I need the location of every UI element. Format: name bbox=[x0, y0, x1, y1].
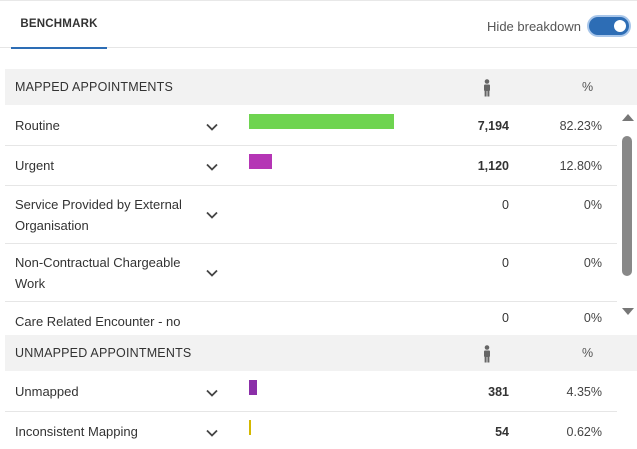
scroll-down-arrow-icon[interactable] bbox=[622, 308, 634, 315]
list-item[interactable]: Care Related Encounter - no 0 0% bbox=[5, 302, 617, 335]
top-bar: BENCHMARK Hide breakdown bbox=[0, 0, 637, 49]
list-item[interactable]: Unmapped 381 4.35% bbox=[5, 372, 617, 412]
appointment-percent: 0% bbox=[583, 256, 602, 270]
appointment-count: 381 bbox=[488, 385, 509, 399]
scrollbar[interactable] bbox=[620, 114, 634, 320]
appointment-count: 0 bbox=[502, 198, 509, 212]
hide-breakdown-control[interactable]: Hide breakdown bbox=[487, 15, 631, 37]
chevron-down-icon[interactable] bbox=[205, 266, 219, 280]
appointment-count: 0 bbox=[502, 311, 509, 325]
person-icon bbox=[484, 345, 490, 363]
appointment-count: 7,194 bbox=[477, 119, 509, 133]
chevron-down-icon[interactable] bbox=[205, 160, 219, 174]
distribution-bar bbox=[249, 420, 251, 435]
list-item[interactable]: Inconsistent Mapping 54 0.62% bbox=[5, 412, 617, 449]
appointment-percent: 0.62% bbox=[566, 425, 602, 439]
mapped-section-header: MAPPED APPOINTMENTS % bbox=[5, 69, 637, 105]
mapped-section-title: MAPPED APPOINTMENTS bbox=[15, 80, 173, 94]
chevron-down-icon[interactable] bbox=[205, 386, 219, 400]
hide-breakdown-label: Hide breakdown bbox=[487, 18, 581, 34]
unmapped-section-header: UNMAPPED APPOINTMENTS % bbox=[5, 335, 637, 371]
appointment-count: 54 bbox=[495, 425, 509, 439]
row-label: Urgent bbox=[15, 158, 55, 173]
appointment-count: 0 bbox=[502, 256, 509, 270]
chevron-down-icon[interactable] bbox=[205, 426, 219, 440]
appointment-percent: 4.35% bbox=[566, 385, 602, 399]
scroll-up-arrow-icon[interactable] bbox=[622, 114, 634, 121]
row-label: Care Related Encounter - no bbox=[15, 314, 181, 329]
row-label: Inconsistent Mapping bbox=[15, 424, 138, 439]
hide-breakdown-toggle[interactable] bbox=[587, 15, 631, 37]
scrollbar-thumb[interactable] bbox=[622, 136, 632, 276]
distribution-bar bbox=[249, 114, 394, 129]
list-item[interactable]: Urgent 1,120 12.80% bbox=[5, 146, 617, 186]
person-icon bbox=[484, 79, 490, 97]
tab-benchmark[interactable]: BENCHMARK bbox=[11, 1, 107, 49]
row-label: Non-Contractual Chargeable Work bbox=[15, 255, 181, 291]
distribution-bar bbox=[249, 380, 257, 395]
list-item[interactable]: Service Provided by External Organisatio… bbox=[5, 186, 617, 244]
row-label: Unmapped bbox=[15, 384, 79, 399]
appointment-count: 1,120 bbox=[477, 159, 509, 173]
appointment-percent: 0% bbox=[583, 311, 602, 325]
distribution-bar bbox=[249, 154, 272, 169]
row-label: Service Provided by External Organisatio… bbox=[15, 197, 182, 233]
percent-column-header: % bbox=[582, 80, 594, 94]
appointment-percent: 12.80% bbox=[559, 159, 602, 173]
row-label: Routine bbox=[15, 118, 60, 133]
list-item[interactable]: Routine 7,194 82.23% bbox=[5, 106, 617, 146]
chevron-down-icon[interactable] bbox=[205, 208, 219, 222]
chevron-down-icon[interactable] bbox=[205, 120, 219, 134]
appointment-percent: 0% bbox=[583, 198, 602, 212]
list-item[interactable]: Non-Contractual Chargeable Work 0 0% bbox=[5, 244, 617, 302]
toggle-knob bbox=[614, 20, 626, 32]
percent-column-header: % bbox=[582, 346, 594, 360]
unmapped-section-title: UNMAPPED APPOINTMENTS bbox=[15, 346, 192, 360]
appointment-percent: 82.23% bbox=[559, 119, 602, 133]
